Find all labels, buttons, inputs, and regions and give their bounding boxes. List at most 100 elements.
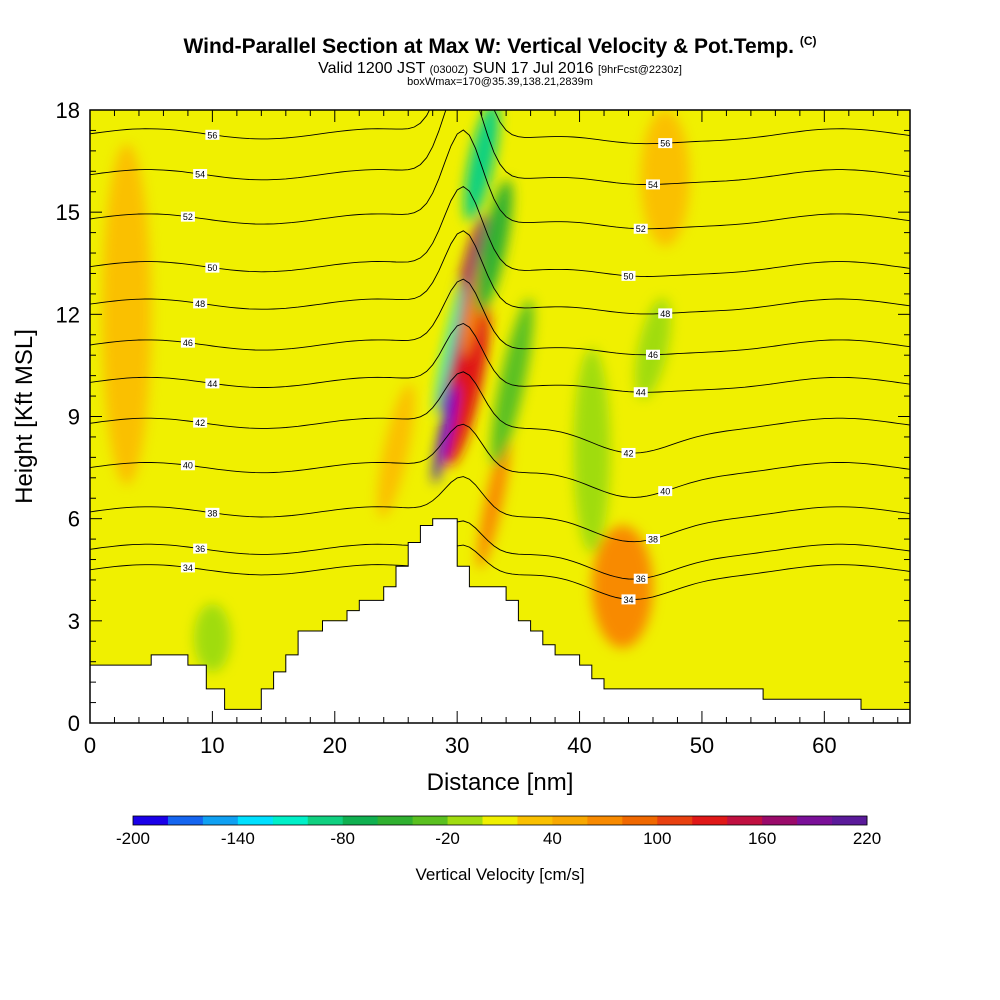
velocity-region-6 — [464, 110, 500, 222]
theta-label-text: 36 — [636, 574, 646, 584]
box-info: boxWmax=170@35.39,138.21,2839m — [407, 76, 593, 88]
velocity-region-8 — [490, 299, 534, 466]
colorbar-swatch — [587, 816, 623, 825]
theta-label-text: 44 — [207, 379, 217, 389]
colorbar-label: -140 — [221, 829, 255, 848]
theta-label-46-0: 46 — [180, 337, 195, 348]
theta-label-text: 40 — [183, 461, 193, 471]
theta-label-text: 44 — [636, 388, 646, 398]
x-tick-label: 60 — [812, 733, 836, 758]
theta-label-40-0: 40 — [180, 460, 195, 471]
theta-contour-40 — [90, 423, 910, 498]
x-tick-label: 50 — [690, 733, 714, 758]
colorbar: -200 -140 -80 -20 40 100 160 220 Vertical Veloci… — [116, 815, 881, 884]
velocity-region-11 — [573, 348, 611, 553]
colorbar-label: -80 — [330, 829, 355, 848]
colorbar-label: 40 — [543, 829, 562, 848]
x-tick-label: 10 — [200, 733, 224, 758]
colorbar-swatch — [447, 816, 484, 825]
theta-label-text: 38 — [207, 508, 217, 518]
copyright-mark: (C) — [799, 34, 817, 48]
theta-label-text: 48 — [195, 299, 205, 309]
theta-label-text: 46 — [183, 338, 193, 348]
velocity-region-0 — [439, 214, 488, 415]
theta-contour-56 — [90, 110, 910, 145]
velocity-region-13 — [194, 603, 231, 672]
theta-label-42-1: 42 — [621, 447, 636, 458]
velocity-region-1 — [444, 299, 490, 466]
theta-label-bg — [193, 417, 208, 428]
theta-label-34-0: 34 — [180, 562, 195, 573]
theta-label-bg — [633, 387, 648, 398]
chart-title-main: Wind-Parallel Section at Max W: Vertical… — [183, 35, 794, 58]
velocity-region-12 — [635, 298, 671, 399]
x-axis: 0 10 20 30 40 50 60 Distance [nm] — [84, 110, 899, 796]
theta-label-text: 52 — [636, 224, 646, 234]
theta-label-text: 54 — [648, 180, 658, 190]
colorbar-swatch — [727, 816, 763, 825]
colorbar-label: 220 — [853, 829, 881, 848]
theta-label-48-0: 48 — [193, 298, 208, 309]
y-tick-label: 3 — [68, 609, 80, 634]
valid-utc: (0300Z) — [429, 64, 469, 76]
theta-contour-46 — [90, 278, 910, 356]
colorbar-label: -20 — [435, 829, 460, 848]
theta-label-bg — [205, 262, 220, 273]
colorbar-label: -200 — [116, 829, 150, 848]
theta-label-text: 34 — [623, 595, 633, 605]
colorbar-swatch — [832, 816, 868, 825]
colorbar-swatch — [307, 816, 344, 825]
theta-label-50-1: 50 — [621, 270, 636, 281]
velocity-region-3 — [477, 434, 511, 569]
theta-label-text: 56 — [207, 130, 217, 140]
theta-label-bg — [621, 594, 636, 605]
colorbar-swatch — [797, 816, 833, 825]
y-tick-label: 12 — [56, 302, 80, 327]
theta-label-44-1: 44 — [633, 387, 648, 398]
theta-label-bg — [180, 460, 195, 471]
x-axis-title: Distance [nm] — [427, 769, 574, 796]
theta-label-text: 50 — [207, 263, 217, 273]
velocity-region-9 — [591, 525, 653, 649]
theta-label-bg — [205, 378, 220, 389]
velocity-region-4 — [433, 383, 457, 484]
theta-contour-36 — [90, 520, 910, 580]
y-tick-label: 9 — [68, 405, 80, 430]
theta-label-48-1: 48 — [658, 308, 673, 319]
theta-label-bg — [658, 486, 673, 497]
theta-label-text: 36 — [195, 544, 205, 554]
colorbar-swatch — [692, 816, 728, 825]
velocity-region-5 — [433, 281, 464, 416]
theta-label-52-0: 52 — [180, 211, 195, 222]
colorbar-swatch — [622, 816, 658, 825]
colorbar-swatch — [237, 816, 274, 825]
theta-label-bg — [658, 138, 673, 149]
theta-label-36-1: 36 — [633, 573, 648, 584]
y-tick-label: 6 — [68, 507, 80, 532]
theta-label-34-1: 34 — [621, 594, 636, 605]
theta-contour-34 — [90, 544, 910, 600]
theta-label-text: 50 — [623, 271, 633, 281]
theta-label-bg — [658, 308, 673, 319]
colorbar-swatch — [342, 816, 379, 825]
colorbar-title: Vertical Velocity [cm/s] — [415, 865, 584, 884]
theta-contour-38 — [90, 476, 910, 543]
theta-label-bg — [645, 349, 660, 360]
y-tick-label: 18 — [56, 98, 80, 123]
theta-label-54-1: 54 — [645, 179, 660, 190]
valid-date: SUN 17 Jul 2016 — [472, 60, 594, 77]
theta-label-40-1: 40 — [658, 486, 673, 497]
x-tick-label: 20 — [323, 733, 347, 758]
colorbar-frame — [132, 815, 868, 826]
theta-contour-50 — [90, 185, 910, 277]
forecast-info: [9hrFcst@2230z] — [597, 64, 682, 76]
theta-label-text: 40 — [660, 487, 670, 497]
theta-label-text: 56 — [660, 139, 670, 149]
colorbar-label: 160 — [748, 829, 776, 848]
x-tick-label: 40 — [567, 733, 591, 758]
colorbar-swatch — [167, 816, 204, 825]
plot-area: 3434363638384040424244444646484850505252… — [90, 110, 910, 723]
theta-contour-54 — [90, 110, 910, 185]
colorbar-swatch — [517, 816, 553, 825]
